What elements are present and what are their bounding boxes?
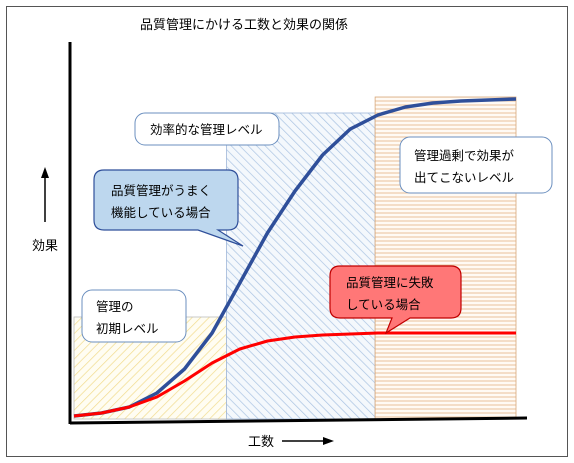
svg-text:している場合: している場合 [346,297,421,312]
callout-failing: 品質管理に失敗 している場合 [329,265,462,335]
arrow-right-icon [323,437,334,445]
series-line-failing [73,331,516,418]
svg-text:初期レベル: 初期レベル [96,321,159,336]
callout-initial-level: 管理の 初期レベル [81,289,187,343]
arrow-up-icon [41,167,49,178]
series-line-working [73,97,517,418]
svg-text:品質管理がうまく: 品質管理がうまく [111,183,211,198]
svg-text:管理過剰で効果が: 管理過剰で効果が [414,148,515,163]
svg-text:工数: 工数 [248,435,274,450]
svg-text:効果: 効果 [32,239,58,254]
svg-text:品質管理に失敗: 品質管理に失敗 [346,275,434,290]
callout-efficient-level: 効率的な管理レベル [134,112,280,146]
y-axis-label: 効果 [32,167,58,254]
x-axis [69,416,528,425]
callout-working: 品質管理がうまく 機能している場合 [93,169,244,247]
svg-text:機能している場合: 機能している場合 [111,205,211,220]
svg-text:効率的な管理レベル: 効率的な管理レベル [150,122,263,137]
svg-text:管理の: 管理の [96,299,134,314]
svg-text:出てこないレベル: 出てこないレベル [414,170,514,185]
callout-excess-level: 管理過剰で効果が 出てこないレベル [399,136,553,194]
x-axis-label: 工数 [248,435,334,450]
diagram-title: 品質管理にかける工数と効果の関係 [140,18,348,33]
